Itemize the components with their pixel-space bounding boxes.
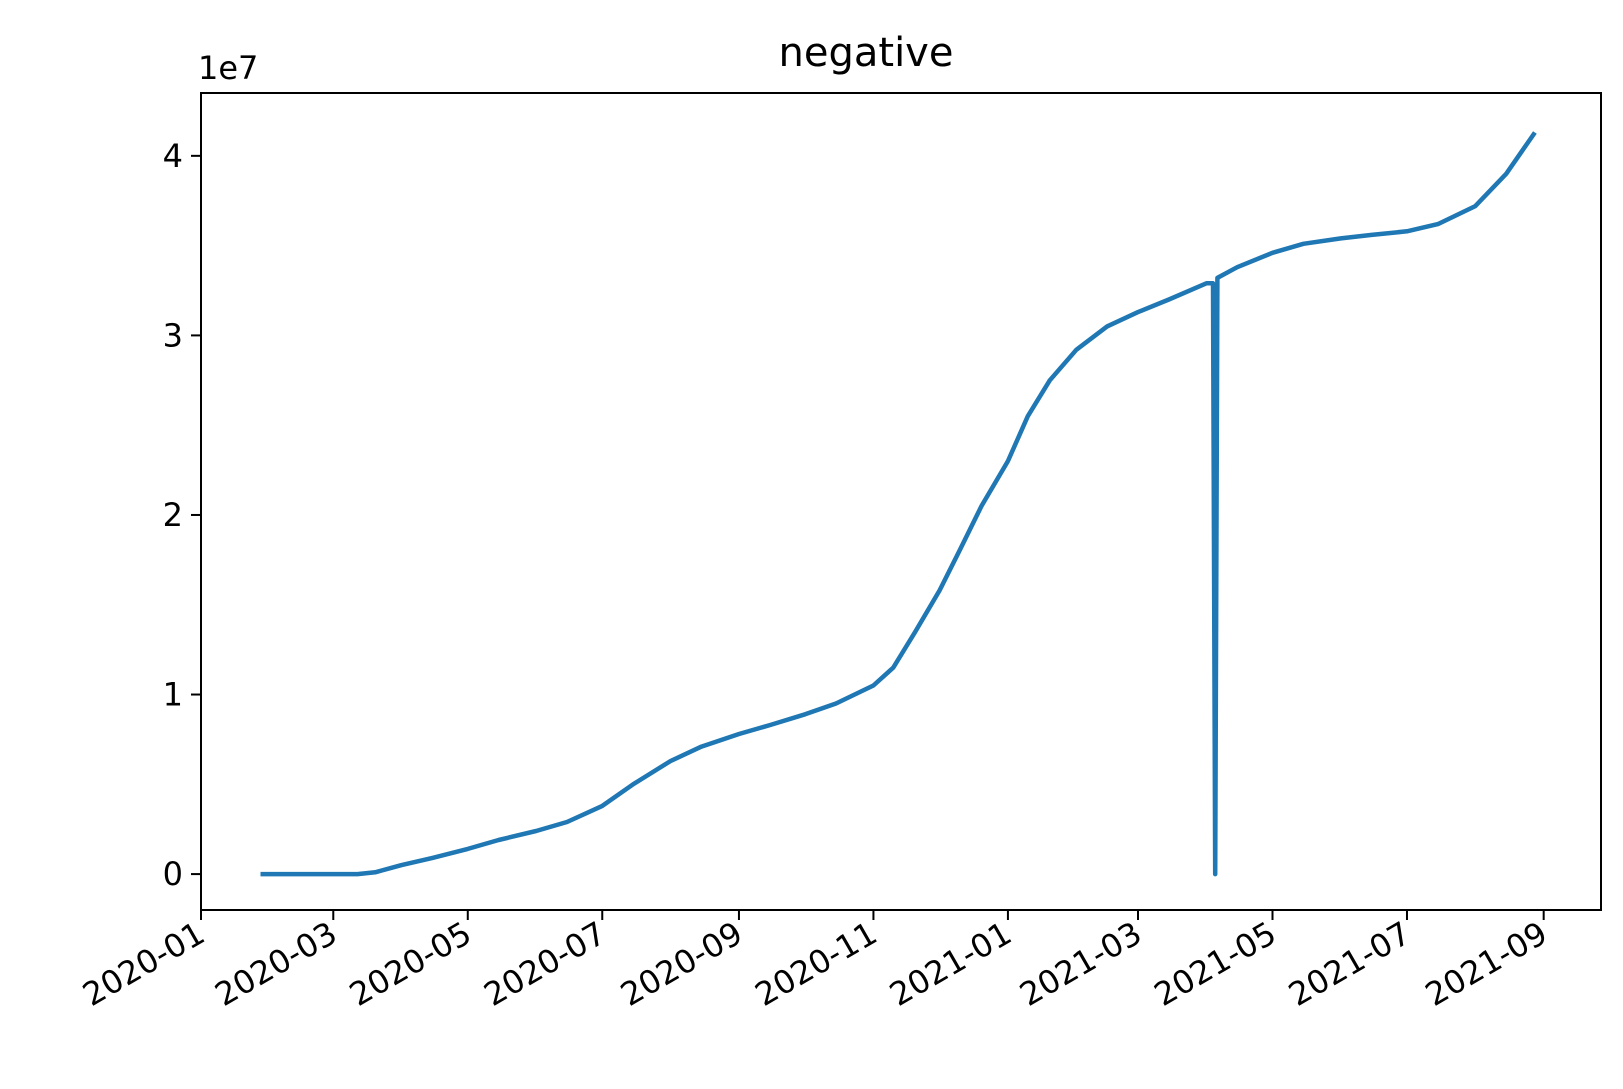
x-tick-label: 2020-01 (76, 914, 211, 1014)
x-tick-label: 2021-07 (1282, 914, 1417, 1014)
y-tick-label: 0 (163, 855, 183, 893)
y-axis-offset-label: 1e7 (198, 49, 258, 87)
y-axis: 0 1 2 3 4 (163, 137, 201, 893)
y-tick-label: 2 (163, 496, 183, 534)
y-tick-label: 4 (163, 137, 183, 175)
x-tick-label: 2020-05 (343, 914, 478, 1014)
chart-title: negative (779, 30, 954, 76)
y-tick-label: 3 (163, 316, 183, 354)
axes-frame (200, 92, 1602, 911)
x-tick-label: 2020-07 (477, 914, 612, 1014)
x-tick-label: 2020-11 (749, 914, 884, 1014)
y-tick-label: 1 (163, 676, 183, 714)
x-tick-label: 2021-01 (883, 914, 1018, 1014)
x-tick-label: 2020-09 (614, 914, 749, 1014)
x-tick-label: 2021-09 (1419, 914, 1554, 1014)
x-tick-label: 2021-03 (1013, 914, 1148, 1014)
x-tick-label: 2021-05 (1148, 914, 1283, 1014)
plot-area (260, 131, 1537, 877)
series-line-0 (260, 131, 1537, 877)
x-tick-label: 2020-03 (208, 914, 343, 1014)
